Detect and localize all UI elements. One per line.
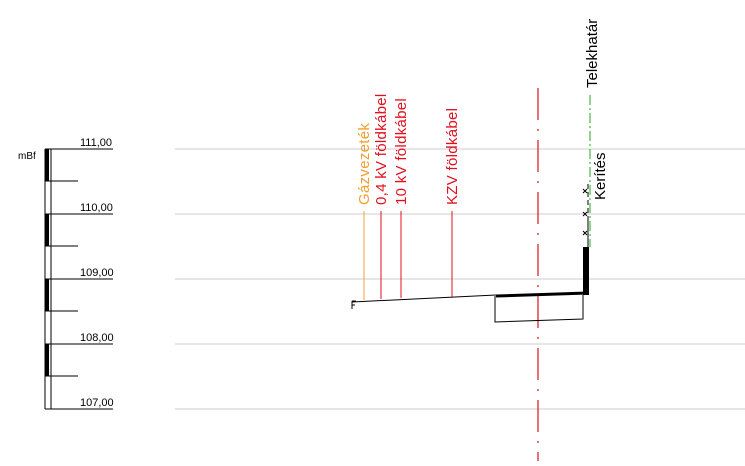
ground-profile (351, 184, 589, 323)
elevation-label-109: 109,00 (80, 267, 114, 279)
elevation-label-111: 111,00 (80, 137, 112, 149)
elevation-scale: mBf 111,00 110,00 109,00 108,00 107,00 (18, 137, 114, 410)
utility-lines (363, 211, 453, 300)
gas-pipe-label: Gázvezeték (356, 123, 373, 205)
utility-labels: Gázvezeték 0,4 kV földkábel 10 kV földká… (356, 93, 461, 205)
elevation-label-107: 107,00 (80, 397, 114, 409)
property-line-label: Telekhatár (584, 19, 601, 88)
cable-kzv-label: KZV földkábel (444, 108, 461, 205)
fence-label: Kerítés (592, 152, 609, 200)
unit-label: mBf (18, 151, 36, 162)
elevation-grid (175, 148, 745, 410)
cable-10kv-label: 10 kV földkábel (393, 98, 410, 205)
elevation-label-110: 110,00 (80, 202, 113, 214)
fence-marks (582, 188, 588, 236)
elevation-label-108: 108,00 (80, 332, 114, 344)
cable-04kv-label: 0,4 kV földkábel (373, 93, 390, 205)
